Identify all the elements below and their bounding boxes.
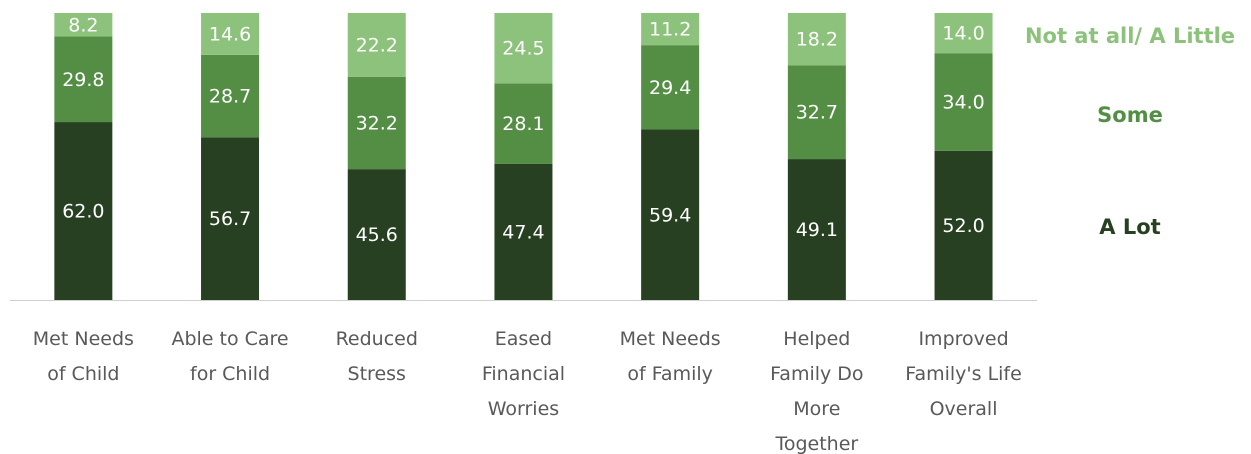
data-label: 22.2 — [356, 34, 398, 56]
bar-segment — [494, 13, 553, 84]
data-label: 29.4 — [649, 77, 691, 99]
bar-segment — [787, 65, 846, 160]
data-label: 24.5 — [502, 38, 544, 60]
x-tick-label: Met Needs of Family — [619, 328, 721, 385]
bar-segment — [641, 13, 700, 46]
data-label: 56.7 — [209, 208, 251, 230]
legend-label: Not at all/ A Little — [1025, 24, 1235, 48]
data-label: 32.2 — [356, 112, 398, 134]
bar-segment — [54, 122, 113, 300]
data-label: 18.2 — [796, 29, 838, 51]
bar-segment — [787, 13, 846, 66]
bar-segment — [494, 83, 553, 164]
data-label: 62.0 — [62, 201, 104, 223]
data-label: 52.0 — [942, 215, 984, 237]
bar-segment — [201, 137, 260, 300]
legend-label: A Lot — [1099, 215, 1160, 239]
bar-segment — [54, 36, 113, 123]
bar-segment — [54, 13, 113, 37]
data-label: 28.1 — [502, 113, 544, 135]
data-label: 34.0 — [942, 91, 984, 113]
bar-segment — [201, 13, 260, 55]
data-label: 45.6 — [356, 224, 398, 246]
bar-segment — [934, 53, 993, 151]
bar-segment — [201, 54, 260, 138]
data-label: 59.4 — [649, 204, 691, 226]
bar-segment — [787, 159, 846, 300]
data-label: 49.1 — [796, 219, 838, 241]
data-label: 8.2 — [68, 14, 98, 36]
data-label: 28.7 — [209, 86, 251, 108]
x-tick-label: Able to Care for Child — [171, 328, 289, 385]
bar-segment — [641, 45, 700, 130]
bar-segment — [934, 13, 993, 54]
data-label: 14.0 — [942, 23, 984, 45]
data-label: 29.8 — [62, 69, 104, 91]
bar-segment — [347, 169, 406, 300]
data-label: 32.7 — [796, 102, 838, 124]
data-label: 47.4 — [502, 221, 544, 243]
x-tick-label: Reduced Stress — [335, 328, 418, 385]
bar-segment — [347, 76, 406, 170]
x-tick-label: Met Needs of Child — [32, 328, 134, 385]
x-tick-label: Improved Family's Life Overall — [905, 328, 1022, 420]
bar-segment — [641, 129, 700, 300]
x-tick-label: Helped Family Do More Together — [770, 328, 864, 454]
bar-segment — [494, 163, 553, 300]
bar-segment — [934, 150, 993, 300]
x-tick-label: Eased Financial Worries — [481, 328, 566, 420]
data-label: 14.6 — [209, 23, 251, 45]
data-label: 11.2 — [649, 19, 691, 41]
legend-label: Some — [1097, 103, 1163, 127]
bar-segment — [347, 13, 406, 77]
